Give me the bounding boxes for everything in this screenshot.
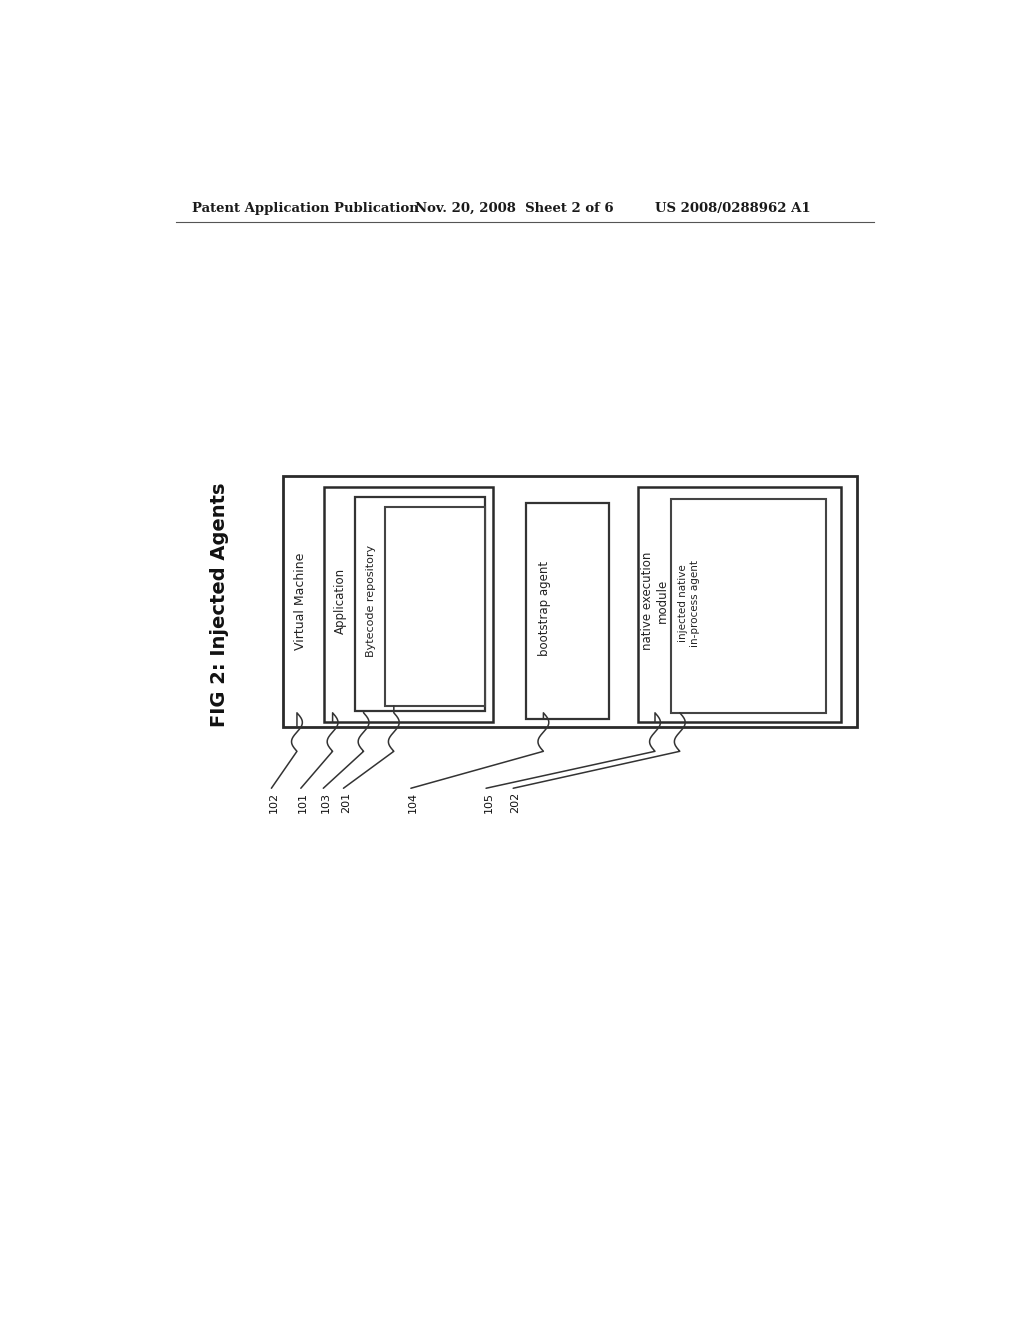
- Text: 103: 103: [321, 792, 331, 813]
- Text: 201: 201: [341, 792, 351, 813]
- Text: injected native
in-process agent: injected native in-process agent: [678, 560, 699, 647]
- Text: 105: 105: [483, 792, 494, 813]
- FancyBboxPatch shape: [671, 499, 825, 713]
- Text: 101: 101: [298, 792, 308, 813]
- Text: 104: 104: [409, 792, 418, 813]
- Text: Application: Application: [334, 568, 347, 634]
- Text: bootstrap agent: bootstrap agent: [538, 561, 551, 656]
- FancyBboxPatch shape: [324, 487, 493, 722]
- FancyBboxPatch shape: [283, 477, 856, 726]
- Text: Bytecode repository: Bytecode repository: [367, 545, 377, 657]
- Text: 102: 102: [268, 792, 279, 813]
- Text: native execution
module: native execution module: [641, 552, 669, 651]
- Text: Virtual Machine: Virtual Machine: [294, 553, 306, 649]
- Text: 202: 202: [511, 792, 520, 813]
- FancyBboxPatch shape: [385, 507, 484, 706]
- Text: Nov. 20, 2008  Sheet 2 of 6: Nov. 20, 2008 Sheet 2 of 6: [415, 202, 613, 215]
- Text: US 2008/0288962 A1: US 2008/0288962 A1: [655, 202, 811, 215]
- FancyBboxPatch shape: [355, 498, 485, 711]
- Text: injected bytecode
in-process agent: injected bytecode in-process agent: [394, 558, 416, 652]
- Text: FIG 2: Injected Agents: FIG 2: Injected Agents: [210, 483, 229, 727]
- FancyBboxPatch shape: [525, 503, 608, 719]
- Text: Patent Application Publication: Patent Application Publication: [191, 202, 418, 215]
- FancyBboxPatch shape: [638, 487, 841, 722]
